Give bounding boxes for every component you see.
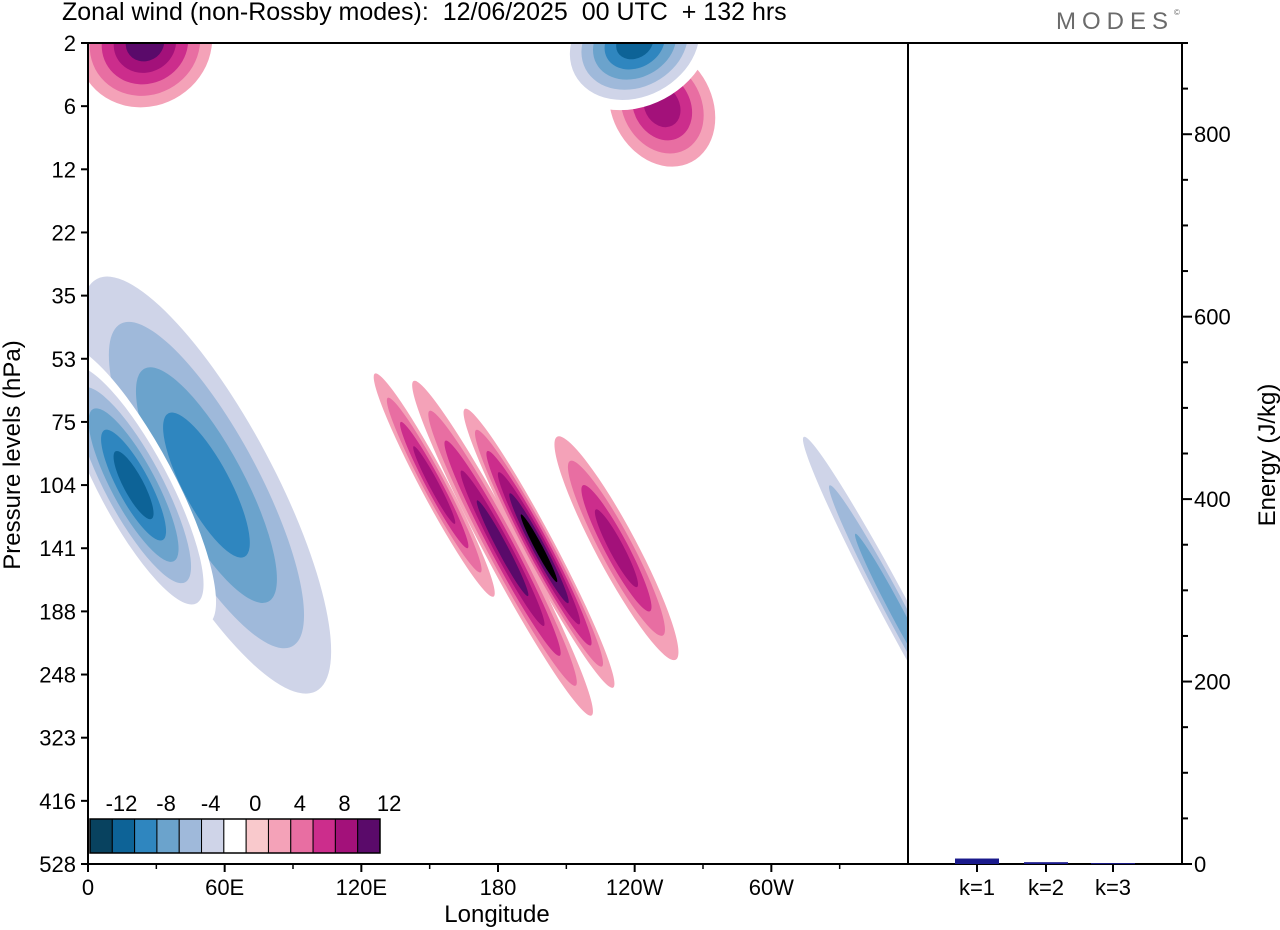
right-y-tick-label: 800	[1194, 122, 1231, 147]
colorbar-legend: -12 -8 -4 0 4 8 12	[89, 791, 401, 854]
colorbar-swatch	[223, 818, 247, 854]
colorbar-swatch	[201, 818, 225, 854]
y-tick-label: 141	[39, 536, 76, 561]
colorbar-swatch	[245, 818, 269, 854]
bar-k=3	[1091, 863, 1135, 865]
bar-k=1	[955, 858, 999, 864]
colorbar-swatch	[312, 818, 336, 854]
contour-blob-10-level-4	[854, 533, 908, 690]
colorbar-frame	[89, 818, 381, 854]
colorbar-label: -4	[201, 791, 221, 816]
colorbar-swatch	[267, 818, 292, 854]
y-tick-label: 12	[52, 157, 76, 182]
contour-blob-8-level-5	[604, 43, 665, 70]
y-axis-title-right: Energy (J/kg)	[1254, 384, 1280, 527]
y-axis-right: 0 200 400 600 800	[1182, 42, 1231, 877]
right-y-tick-label: 0	[1194, 852, 1206, 877]
y-tick-label: 248	[39, 663, 76, 688]
x-tick-label: 180	[480, 875, 517, 900]
logo-text: MODES	[1056, 8, 1175, 35]
y-tick-label: 53	[52, 347, 76, 372]
bar-chart-frame	[907, 42, 1183, 865]
heatmap-features	[88, 43, 908, 835]
right-y-tick-label: 200	[1194, 670, 1231, 695]
y-tick-label: 2	[64, 31, 76, 56]
y-tick-label: 22	[52, 220, 76, 245]
x-tick-label: 60W	[749, 875, 794, 900]
bar-category-label: k=1	[959, 875, 995, 900]
colorbar-label: 8	[338, 791, 350, 816]
contour-blob-9-level-4	[113, 43, 177, 73]
contour-blob-1-level-5	[163, 412, 250, 558]
bar-category-label: k=2	[1028, 875, 1064, 900]
x-axis-title: Longitude	[444, 901, 549, 928]
copyright-mark: ©	[1174, 8, 1180, 17]
colorbar-swatch	[134, 818, 158, 854]
colorbar-label: -12	[106, 791, 138, 816]
colorbar-swatch	[111, 818, 136, 854]
y-axis-title-left: Pressure levels (hPa)	[0, 340, 26, 569]
right-y-tick-label: 400	[1194, 487, 1231, 512]
y-axis-left: 2 6 12 22 35 53 75 104 141 188 248 323 416 528	[39, 31, 88, 877]
colorbar-label: 4	[294, 791, 306, 816]
contour-blob-5-level-4	[594, 509, 639, 588]
right-y-tick-label: 600	[1194, 305, 1231, 330]
colorbar-swatch	[178, 818, 203, 854]
colorbar-swatch	[89, 818, 113, 854]
colorbar-swatch	[334, 818, 359, 854]
colorbar-label: 12	[377, 791, 401, 816]
colorbar-swatch	[290, 818, 314, 854]
contour-blob-4-level-5	[476, 500, 529, 597]
y-tick-label: 188	[39, 599, 76, 624]
y-tick-label: 528	[39, 852, 76, 877]
y-tick-label: 323	[39, 726, 76, 751]
colorbar-swatch	[357, 818, 381, 854]
x-tick-label: 0	[82, 875, 94, 900]
bar-k=2	[1024, 862, 1068, 864]
y-tick-label: 35	[52, 284, 76, 309]
contour-blob-3-level-6	[520, 514, 558, 583]
contour-blob-8-level-6	[616, 43, 654, 60]
y-tick-label: 104	[39, 473, 76, 498]
x-tick-label: 120E	[336, 875, 387, 900]
x-tick-label: 60E	[205, 875, 244, 900]
contour-blob-2-level-6	[113, 450, 154, 520]
y-tick-label: 416	[39, 789, 76, 814]
x-tick-label: 120W	[606, 875, 664, 900]
chart-title: Zonal wind (non-Rossby modes): 12/06/202…	[62, 0, 787, 26]
x-axis: 0 60E 120E 180 120W 60W	[82, 864, 841, 900]
colorbar-label: 0	[249, 791, 261, 816]
y-tick-label: 6	[64, 94, 76, 119]
colorbar-label: -8	[156, 791, 176, 816]
y-tick-label: 75	[52, 410, 76, 435]
bar-category-label: k=3	[1095, 875, 1131, 900]
energy-bar-chart: k=1 k=2 k=3	[955, 858, 1135, 900]
contour-blob-6-level-4	[413, 446, 456, 524]
colorbar-swatch	[156, 818, 180, 854]
modes-logo: MODES©	[1056, 8, 1180, 36]
